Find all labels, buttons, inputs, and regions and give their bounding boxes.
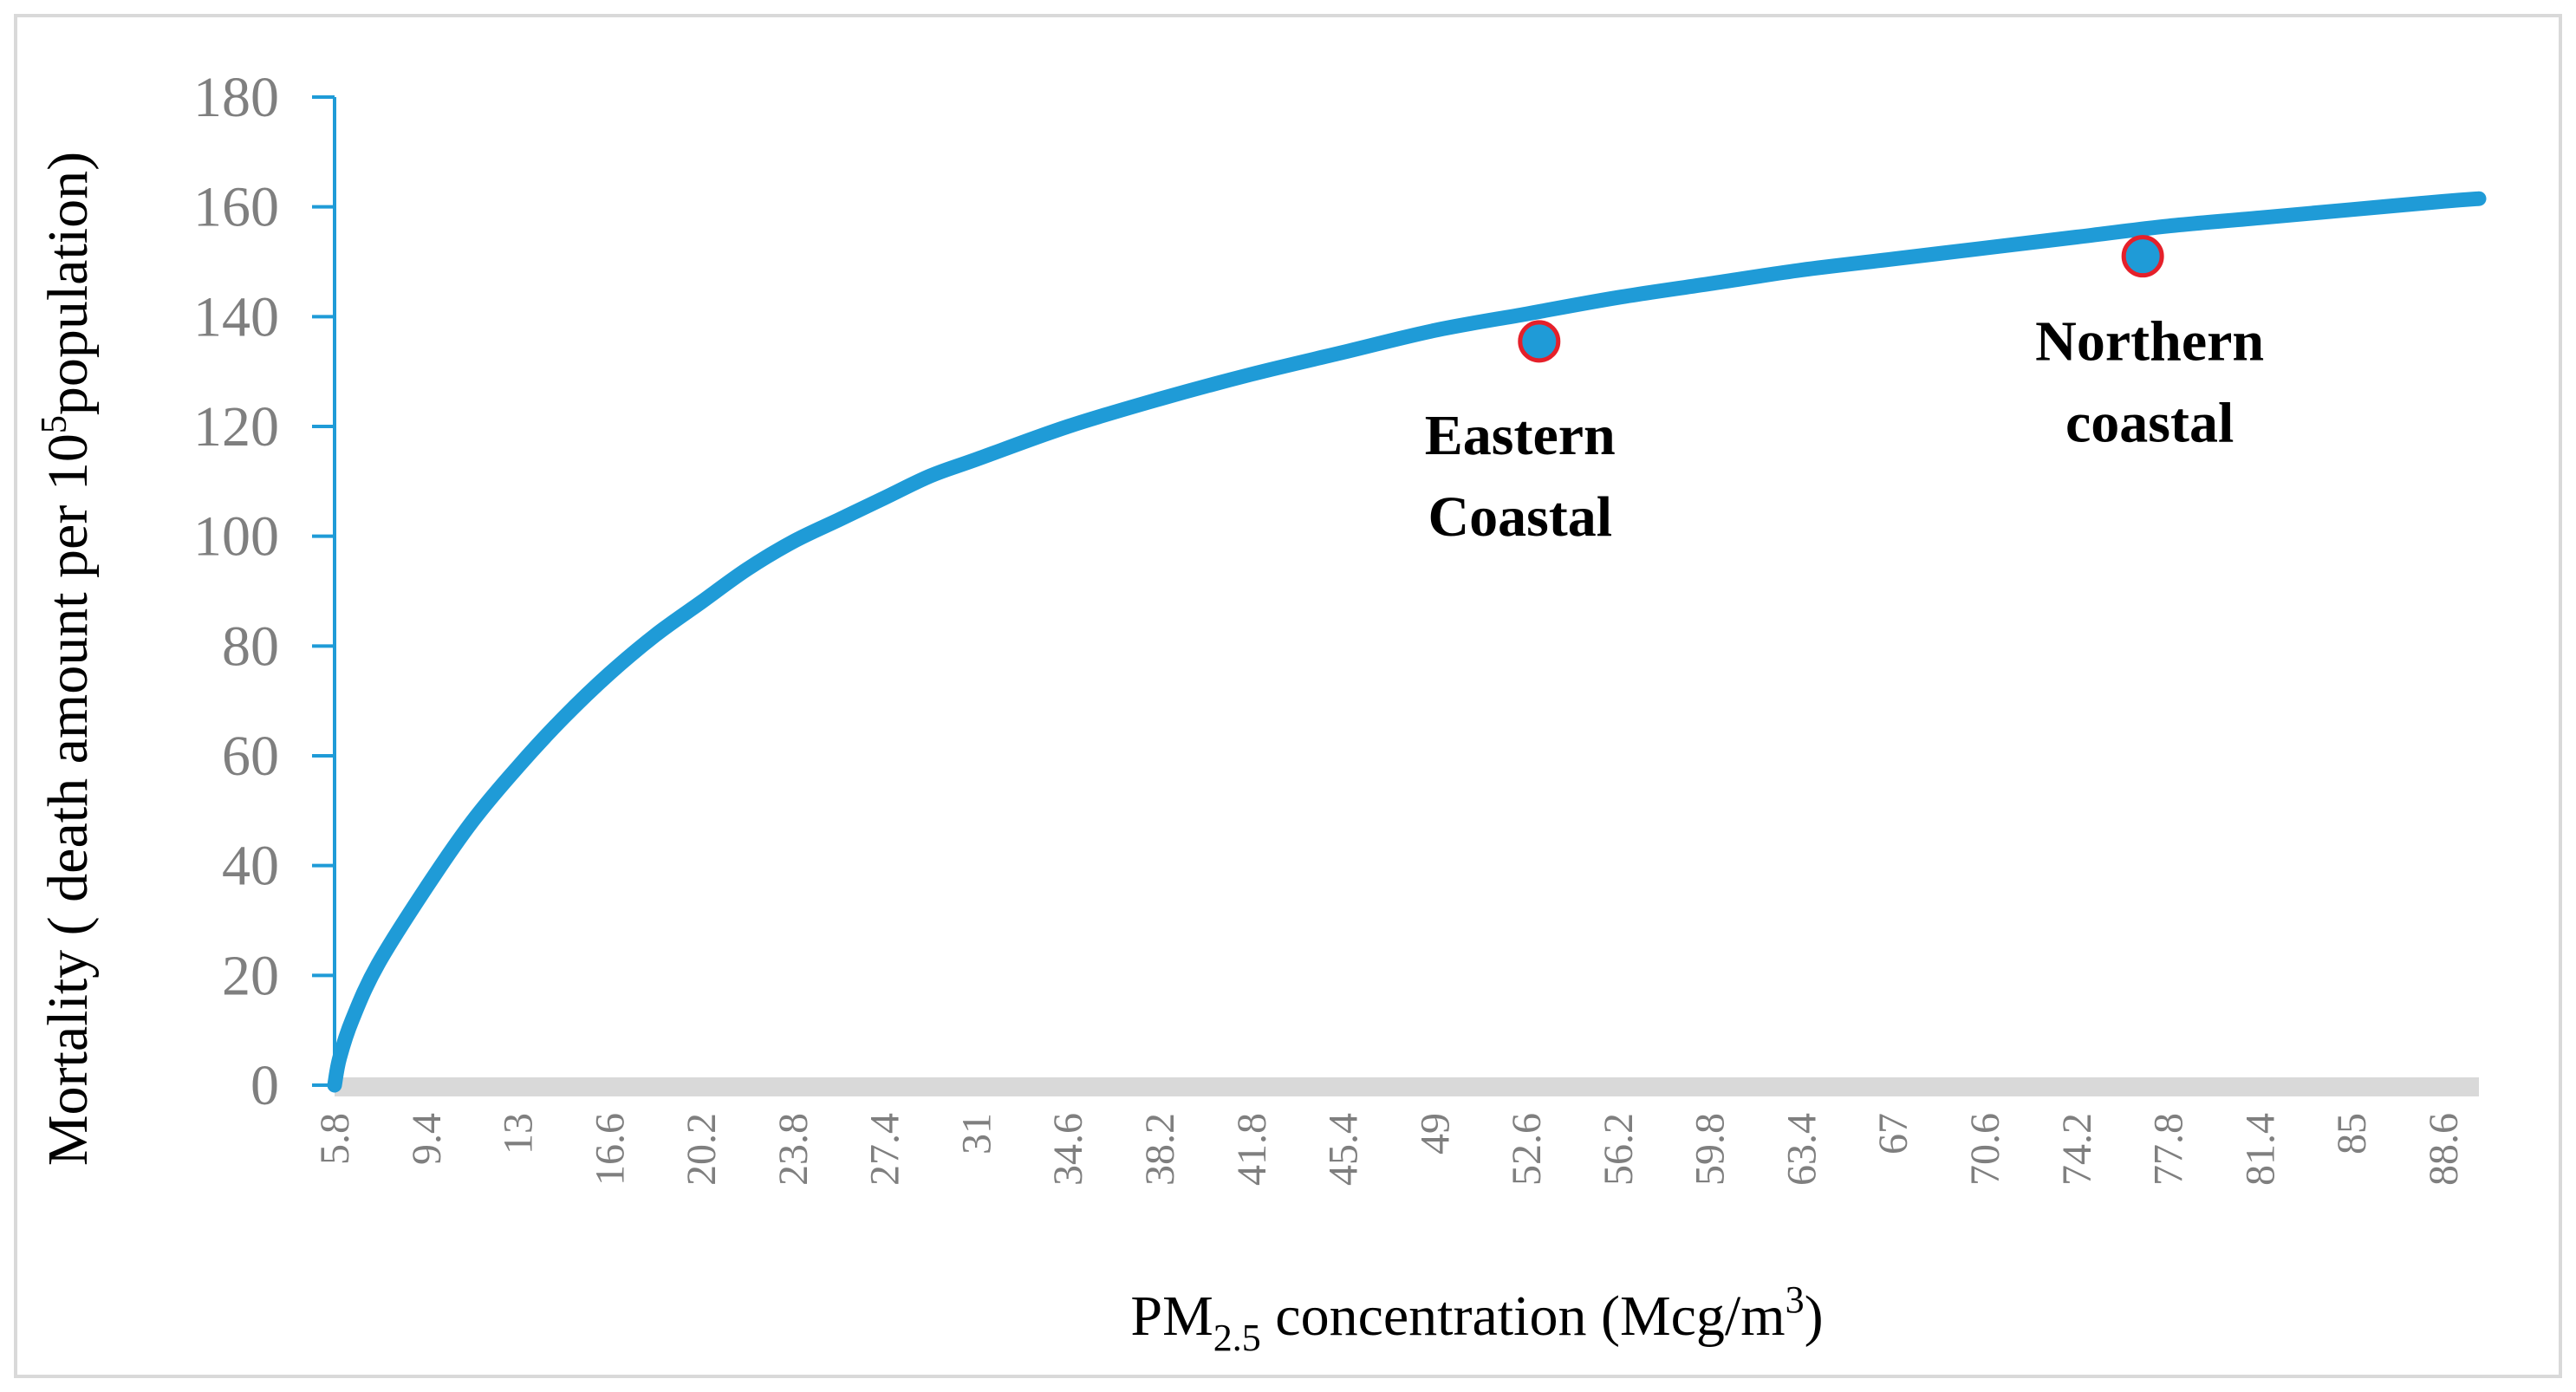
x-ticks: 5.8 9.4 13 16.6 20.2 23.8 27.4 31 34.6 38.2 41.8 45… — [312, 1113, 2467, 1186]
y-tick-label: 120 — [193, 395, 279, 459]
x-tick-label: 38.2 — [1137, 1113, 1183, 1186]
highlight-label: coastal — [2065, 392, 2234, 455]
x-tick-label: 59.8 — [1688, 1113, 1734, 1186]
highlight-label: Northern — [2035, 310, 2264, 374]
x-tick-label: 27.4 — [862, 1113, 908, 1186]
x-tick-label: 77.8 — [2146, 1113, 2192, 1186]
x-axis-title: PM2.5 concentration (Mcg/m3) — [1130, 1278, 1823, 1359]
x-tick-label: 70.6 — [1962, 1113, 2008, 1186]
x-tick-label: 85 — [2329, 1113, 2375, 1155]
y-ticks: 0 20 40 60 80 100 120 140 160 180 — [193, 66, 335, 1117]
y-tick-label: 100 — [193, 505, 279, 569]
x-axis-title-mid: concentration (Mcg/m — [1261, 1285, 1786, 1348]
x-axis-title-base: PM — [1130, 1285, 1213, 1348]
x-axis-title-subscript: 2.5 — [1213, 1317, 1261, 1359]
x-tick-label: 56.2 — [1596, 1113, 1642, 1186]
x-tick-label: 41.8 — [1229, 1113, 1275, 1186]
highlight-label: Eastern — [1425, 404, 1616, 467]
highlight-layer: Eastern Coastal Northern coastal — [1425, 235, 2264, 549]
y-tick-label: 20 — [222, 944, 279, 1007]
y-axis-title-tail: population) — [36, 152, 100, 415]
x-tick-label: 67 — [1870, 1113, 1916, 1155]
x-tick-label: 34.6 — [1045, 1113, 1091, 1186]
x-axis-line — [335, 1077, 2479, 1096]
y-axis-title: Mortality ( death amount per 105populati… — [35, 152, 100, 1166]
highlight-label: Coastal — [1428, 485, 1612, 549]
y-tick-label: 80 — [222, 615, 279, 678]
x-tick-label: 49 — [1412, 1113, 1458, 1155]
x-axis-title-superscript: 3 — [1786, 1278, 1805, 1321]
x-tick-label: 63.4 — [1779, 1113, 1825, 1186]
x-tick-label: 88.6 — [2421, 1113, 2467, 1186]
x-axis-title-end: ) — [1805, 1285, 1824, 1348]
x-tick-label: 31 — [953, 1113, 999, 1155]
x-tick-label: 81.4 — [2237, 1113, 2283, 1186]
y-tick-label: 160 — [193, 176, 279, 239]
highlight-point — [1518, 320, 1561, 363]
x-tick-label: 16.6 — [587, 1113, 633, 1186]
y-tick-label: 140 — [193, 285, 279, 348]
highlight-point — [2121, 235, 2164, 278]
y-tick-label: 60 — [222, 725, 279, 788]
x-tick-label: 13 — [496, 1113, 542, 1155]
y-tick-label: 0 — [250, 1054, 279, 1117]
x-tick-label: 23.8 — [771, 1113, 816, 1186]
y-tick-label: 40 — [222, 835, 279, 898]
x-tick-label: 74.2 — [2054, 1113, 2100, 1186]
series-layer — [327, 191, 2487, 1093]
mortality-curve — [327, 191, 2487, 1093]
x-tick-label: 52.6 — [1504, 1113, 1550, 1186]
y-axis-title-main: Mortality ( death amount per 10 — [36, 433, 100, 1166]
y-tick-label: 180 — [193, 66, 279, 129]
x-tick-label: 20.2 — [679, 1113, 725, 1186]
y-axis-title-superscript: 5 — [35, 415, 75, 433]
x-tick-label: 5.8 — [312, 1113, 358, 1165]
x-tick-label: 45.4 — [1321, 1113, 1367, 1186]
x-tick-label: 9.4 — [404, 1113, 450, 1165]
x-axis-band — [335, 1077, 2479, 1096]
